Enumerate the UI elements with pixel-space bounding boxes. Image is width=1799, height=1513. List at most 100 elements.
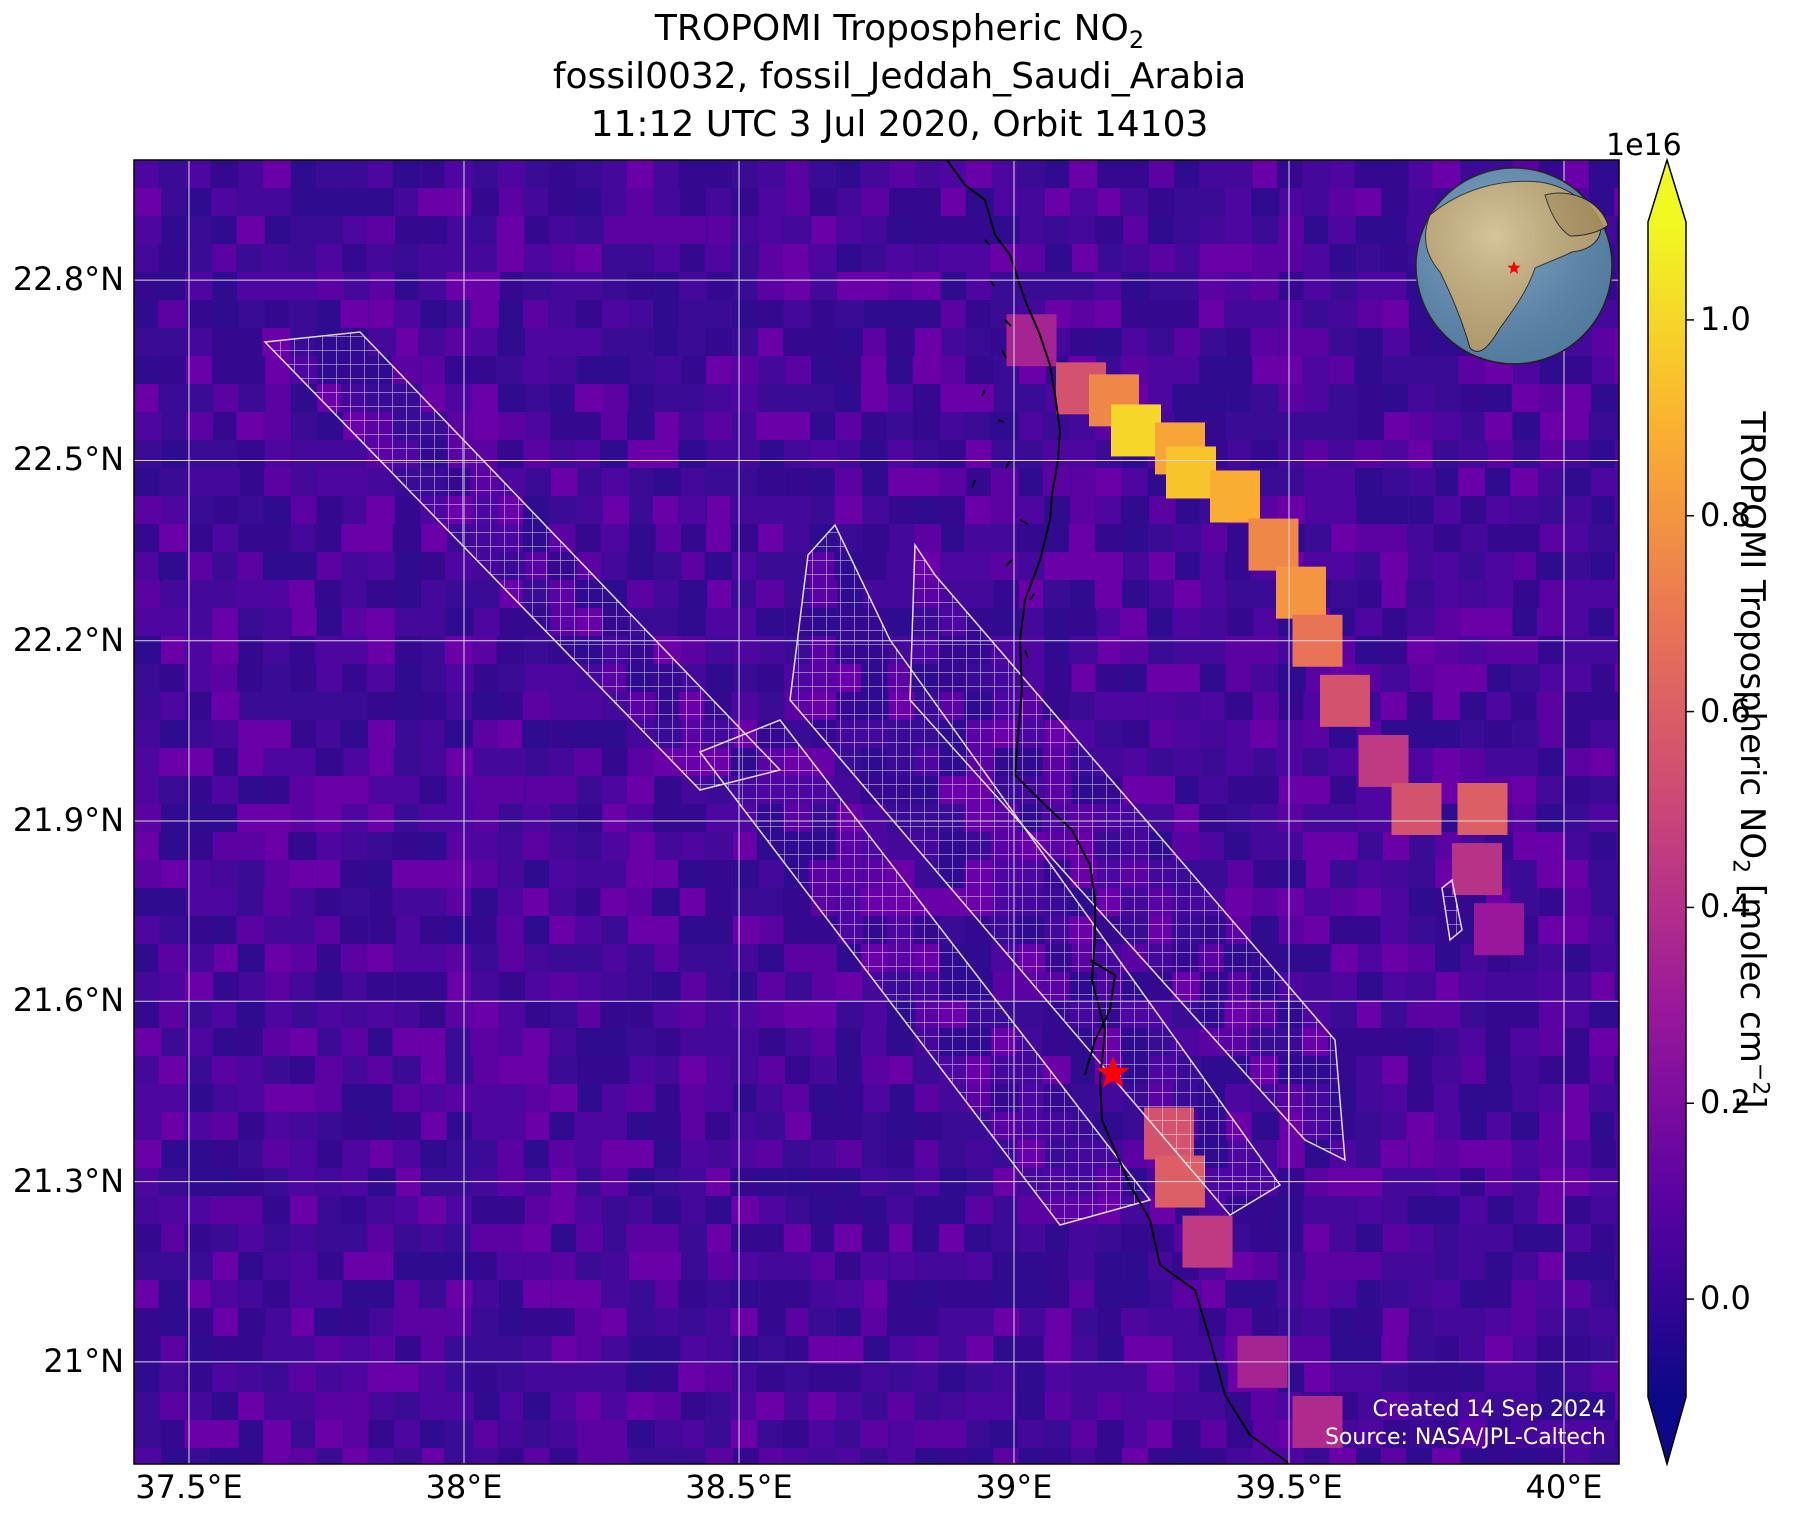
- no2-pixel: [290, 160, 319, 190]
- no2-pixel: [1097, 552, 1126, 582]
- no2-pixel: [210, 1196, 239, 1226]
- no2-pixel: [343, 1392, 372, 1422]
- no2-pixel: [1434, 384, 1463, 414]
- no2-pixel: [938, 1196, 967, 1226]
- no2-pixel: [134, 804, 162, 834]
- no2-pixel: [1380, 1364, 1409, 1394]
- no2-pixel: [1562, 468, 1591, 498]
- no2-pixel: [393, 1308, 422, 1338]
- no2-pixel: [341, 804, 370, 834]
- no2-pixel: [1380, 888, 1409, 918]
- no2-pixel: [757, 1308, 786, 1338]
- no2-pixel: [861, 1140, 890, 1170]
- no2-pixel: [210, 160, 239, 190]
- no2-pixel: [811, 1112, 840, 1142]
- no2-pixel: [1303, 1280, 1332, 1310]
- no2-pixel: [783, 524, 812, 554]
- no2-pixel: [317, 1140, 346, 1170]
- no2-pixel: [1381, 1000, 1410, 1030]
- no2-pixel: [314, 1336, 343, 1366]
- no2-pixel: [159, 356, 188, 386]
- no2-pixel: [1382, 384, 1411, 414]
- no2-pixel: [1042, 272, 1071, 302]
- no2-pixel: [862, 552, 891, 582]
- no2-pixel: [446, 272, 475, 302]
- plume-pixel: [1457, 782, 1508, 835]
- no2-pixel: [498, 944, 527, 974]
- no2-pixel: [551, 244, 580, 274]
- no2-pixel: [1097, 244, 1126, 274]
- no2-pixel: [915, 1448, 944, 1464]
- no2-pixel: [783, 944, 812, 974]
- no2-pixel: [1616, 1084, 1619, 1114]
- no2-pixel: [1174, 188, 1203, 218]
- no2-pixel: [1511, 1140, 1540, 1170]
- no2-pixel: [1615, 832, 1619, 862]
- no2-pixel: [1122, 580, 1151, 610]
- no2-pixel: [629, 1056, 658, 1086]
- no2-pixel: [1252, 412, 1281, 442]
- no2-pixel: [367, 1448, 396, 1464]
- no2-pixel: [730, 384, 759, 414]
- no2-pixel: [678, 440, 707, 470]
- colorbar-label-end: ]: [1732, 1095, 1773, 1109]
- plume-pixel: [1292, 1395, 1343, 1448]
- no2-pixel: [211, 1392, 240, 1422]
- no2-pixel: [1302, 748, 1331, 778]
- no2-pixel: [496, 860, 525, 890]
- no2-pixel: [914, 1252, 943, 1282]
- no2-pixel: [809, 328, 838, 358]
- no2-pixel: [1563, 1252, 1592, 1282]
- no2-pixel: [783, 328, 812, 358]
- no2-pixel: [627, 440, 656, 470]
- no2-pixel: [705, 1392, 734, 1422]
- no2-pixel: [161, 412, 190, 442]
- no2-pixel: [497, 440, 526, 470]
- no2-pixel: [1224, 1084, 1253, 1114]
- no2-pixel: [525, 328, 554, 358]
- no2-pixel: [419, 1280, 448, 1310]
- no2-pixel: [1617, 1000, 1619, 1030]
- no2-pixel: [860, 1252, 889, 1282]
- no2-pixel: [1486, 692, 1515, 722]
- no2-pixel: [1458, 356, 1487, 386]
- no2-pixel: [185, 216, 214, 246]
- no2-pixel: [1095, 720, 1124, 750]
- no2-pixel: [574, 1280, 603, 1310]
- no2-pixel: [211, 300, 240, 330]
- no2-pixel: [653, 216, 682, 246]
- no2-pixel: [159, 776, 188, 806]
- no2-pixel: [392, 1084, 421, 1114]
- no2-pixel: [264, 860, 293, 890]
- no2-pixel: [187, 496, 216, 526]
- no2-pixel: [394, 692, 423, 722]
- no2-pixel: [652, 1196, 681, 1226]
- no2-pixel: [1563, 1224, 1592, 1254]
- no2-pixel: [1614, 356, 1619, 386]
- no2-pixel: [1381, 944, 1410, 974]
- no2-pixel: [264, 468, 293, 498]
- no2-pixel: [1328, 328, 1357, 358]
- no2-pixel: [992, 1280, 1021, 1310]
- no2-pixel: [889, 1336, 918, 1366]
- no2-pixel: [498, 1308, 527, 1338]
- no2-pixel: [1123, 160, 1152, 190]
- no2-pixel: [1459, 664, 1488, 694]
- no2-pixel: [1511, 384, 1540, 414]
- no2-pixel: [212, 356, 241, 386]
- no2-pixel: [551, 1336, 580, 1366]
- no2-pixel: [1458, 1084, 1487, 1114]
- no2-pixel: [939, 1280, 968, 1310]
- no2-pixel: [1357, 1420, 1386, 1450]
- no2-pixel: [730, 1056, 759, 1086]
- no2-pixel: [238, 1280, 267, 1310]
- no2-pixel: [341, 1084, 370, 1114]
- no2-pixel: [1303, 1196, 1332, 1226]
- no2-pixel: [654, 244, 683, 274]
- no2-pixel: [291, 1336, 320, 1366]
- no2-pixel: [238, 1392, 267, 1422]
- no2-pixel: [1227, 440, 1256, 470]
- no2-pixel: [1147, 524, 1176, 554]
- no2-pixel: [210, 916, 239, 946]
- no2-pixel: [1094, 1280, 1123, 1310]
